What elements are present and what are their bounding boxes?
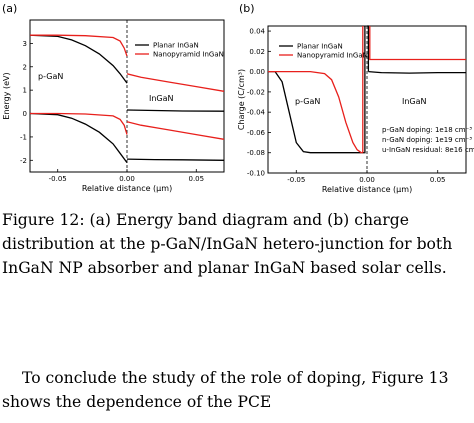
series-planar: [29, 34, 225, 163]
series-nanopyramid: [268, 26, 466, 154]
figure-panel-b: (b) -0.05 0.00 0.05 0.04 0.02 0.00 -0.02 -0.04 -0…: [237, 0, 474, 200]
x-tick-label: -0.05: [287, 176, 305, 184]
doping-note: u-InGaN residual: 8e16 cm⁻³: [382, 146, 474, 154]
series-line: [126, 109, 225, 112]
x-tick-label: -0.05: [49, 175, 67, 183]
doping-notes: p-GaN doping: 1e18 cm⁻³ n-GaN doping: 1e1…: [380, 124, 474, 156]
region-label: p-GaN: [38, 72, 63, 81]
y-tick-label: -2: [20, 157, 27, 165]
legend-entry: Nanopyramid InGaN: [297, 52, 368, 60]
y-tick-label: 0.00: [249, 68, 265, 76]
series-line: [268, 70, 363, 154]
panel-label: (a): [2, 2, 17, 15]
x-tick-label: 0.05: [430, 176, 446, 184]
x-tick-label: 0.00: [359, 176, 375, 184]
body-paragraph: To conclude the study of the role of dop…: [2, 366, 472, 414]
series-line: [29, 112, 128, 163]
y-axis-label: Energy (eV): [2, 72, 11, 119]
y-tick-label: 0.04: [249, 28, 265, 36]
y-tick-label: 0: [23, 110, 27, 118]
series-line: [126, 121, 225, 140]
figure-panel-a: (a) -0.05 0.00 0.05 -2 -1 0 1 2 3 Relative distanc…: [0, 0, 237, 200]
region-label: p-GaN: [295, 97, 320, 106]
series-line: [29, 34, 128, 84]
region-label: InGaN: [402, 97, 427, 106]
doping-note: n-GaN doping: 1e19 cm⁻³: [382, 136, 472, 144]
energy-band-chart: (a) -0.05 0.00 0.05 -2 -1 0 1 2 3 Relative distanc…: [2, 2, 225, 193]
x-tick-label: 0.00: [119, 175, 135, 183]
y-tick-label: -0.04: [247, 109, 266, 117]
caption-label: Figure 12:: [2, 211, 85, 229]
series-line: [268, 70, 365, 154]
y-tick-label: -0.06: [247, 129, 266, 137]
body-text: To conclude the study of the role of dop…: [2, 369, 449, 411]
series-line: [368, 70, 466, 74]
x-axis-label: Relative distance (µm): [82, 184, 172, 193]
charge-distribution-chart: (b) -0.05 0.00 0.05 0.04 0.02 0.00 -0.02 -0.04 -0…: [237, 2, 474, 194]
x-tick-label: 0.05: [188, 175, 204, 183]
panel-label: (b): [239, 2, 255, 15]
figure-caption: Figure 12: (a) Energy band diagram and (…: [2, 208, 472, 280]
legend-entry: Planar InGaN: [297, 43, 343, 51]
y-tick-label: -0.02: [247, 88, 265, 96]
series-line: [364, 26, 366, 154]
series-line: [30, 34, 128, 57]
y-tick-label: -0.10: [247, 170, 265, 178]
legend-entry: Nanopyramid InGaN: [153, 51, 224, 59]
doping-note: p-GaN doping: 1e18 cm⁻³: [382, 126, 472, 134]
x-axis-label: Relative distance (µm): [322, 185, 412, 194]
series-line: [369, 26, 466, 61]
y-tick-label: 3: [23, 40, 27, 48]
y-tick-label: 2: [23, 63, 27, 71]
series-line: [367, 25, 370, 72]
y-tick-label: -1: [20, 133, 27, 141]
y-tick-label: 1: [23, 87, 27, 95]
series-line: [30, 112, 128, 135]
series-line: [126, 158, 225, 161]
doping-notes-box: [380, 124, 464, 156]
series-nanopyramid: [30, 34, 225, 140]
series-planar: [268, 25, 466, 154]
legend-entry: Planar InGaN: [153, 42, 199, 50]
series-line: [126, 73, 225, 92]
y-tick-label: 0.02: [249, 48, 265, 56]
caption-text: (a) Energy band diagram and (b) charge d…: [2, 211, 453, 277]
y-axis-label: Charge (C/cm³): [237, 69, 246, 130]
region-label: InGaN: [149, 94, 174, 103]
y-tick-label: -0.08: [247, 149, 265, 157]
